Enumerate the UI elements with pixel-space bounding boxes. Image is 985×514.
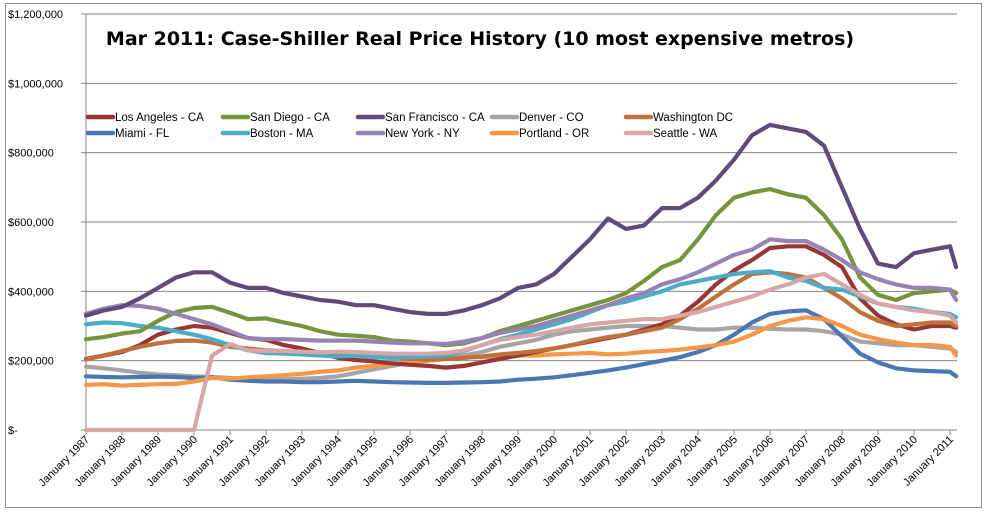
legend-item: Los Angeles - CA [85, 112, 204, 124]
legend-item: San Francisco - CA [355, 112, 485, 124]
chart-frame [5, 3, 982, 508]
y-tick-label: $1,000,000 [8, 78, 63, 90]
legend-label: Boston - MA [250, 128, 314, 140]
legend-item: New York - NY [355, 128, 460, 140]
legend-item: Portland - OR [489, 128, 589, 140]
legend-label: Washington DC [653, 112, 733, 124]
legend-label: Denver - CO [519, 112, 584, 124]
series-line-new-york-ny [83, 237, 959, 347]
series-line-san-diego-ca [83, 187, 959, 348]
series-line-san-francisco-ca [83, 122, 959, 318]
y-tick-label: $400,000 [8, 286, 54, 298]
legend-item: Denver - CO [489, 112, 584, 124]
y-tick-label: $600,000 [8, 217, 54, 229]
y-axis-ticks: $- $200,000 $400,000 $600,000 $800,000 $1,000… [8, 9, 86, 437]
legend-label: Los Angeles - CA [115, 112, 204, 124]
y-tick-label: $800,000 [8, 148, 54, 160]
series-lines [83, 122, 959, 433]
legend-label: Seattle - WA [653, 128, 717, 140]
chart-title: Mar 2011: Case-Shiller Real Price Histor… [106, 28, 854, 50]
legend-item: Miami - FL [85, 128, 170, 140]
legend-item: Seattle - WA [623, 128, 717, 140]
legend-label: Portland - OR [519, 128, 589, 140]
series-line-seattle-wa [83, 271, 959, 433]
legend-label: New York - NY [385, 128, 460, 140]
legend-item: Washington DC [623, 112, 733, 124]
gridlines [86, 13, 957, 362]
legend-label: San Francisco - CA [385, 112, 485, 124]
legend-item: Boston - MA [220, 128, 314, 140]
y-tick-label: $200,000 [8, 356, 54, 368]
y-tick-label: $- [8, 425, 18, 437]
y-tick-label: $1,200,000 [8, 9, 63, 21]
legend: Los Angeles - CA San Diego - CA San Franci… [85, 112, 733, 140]
legend-item: San Diego - CA [220, 112, 330, 124]
legend-label: San Diego - CA [250, 112, 330, 124]
legend-label: Miami - FL [115, 128, 170, 140]
